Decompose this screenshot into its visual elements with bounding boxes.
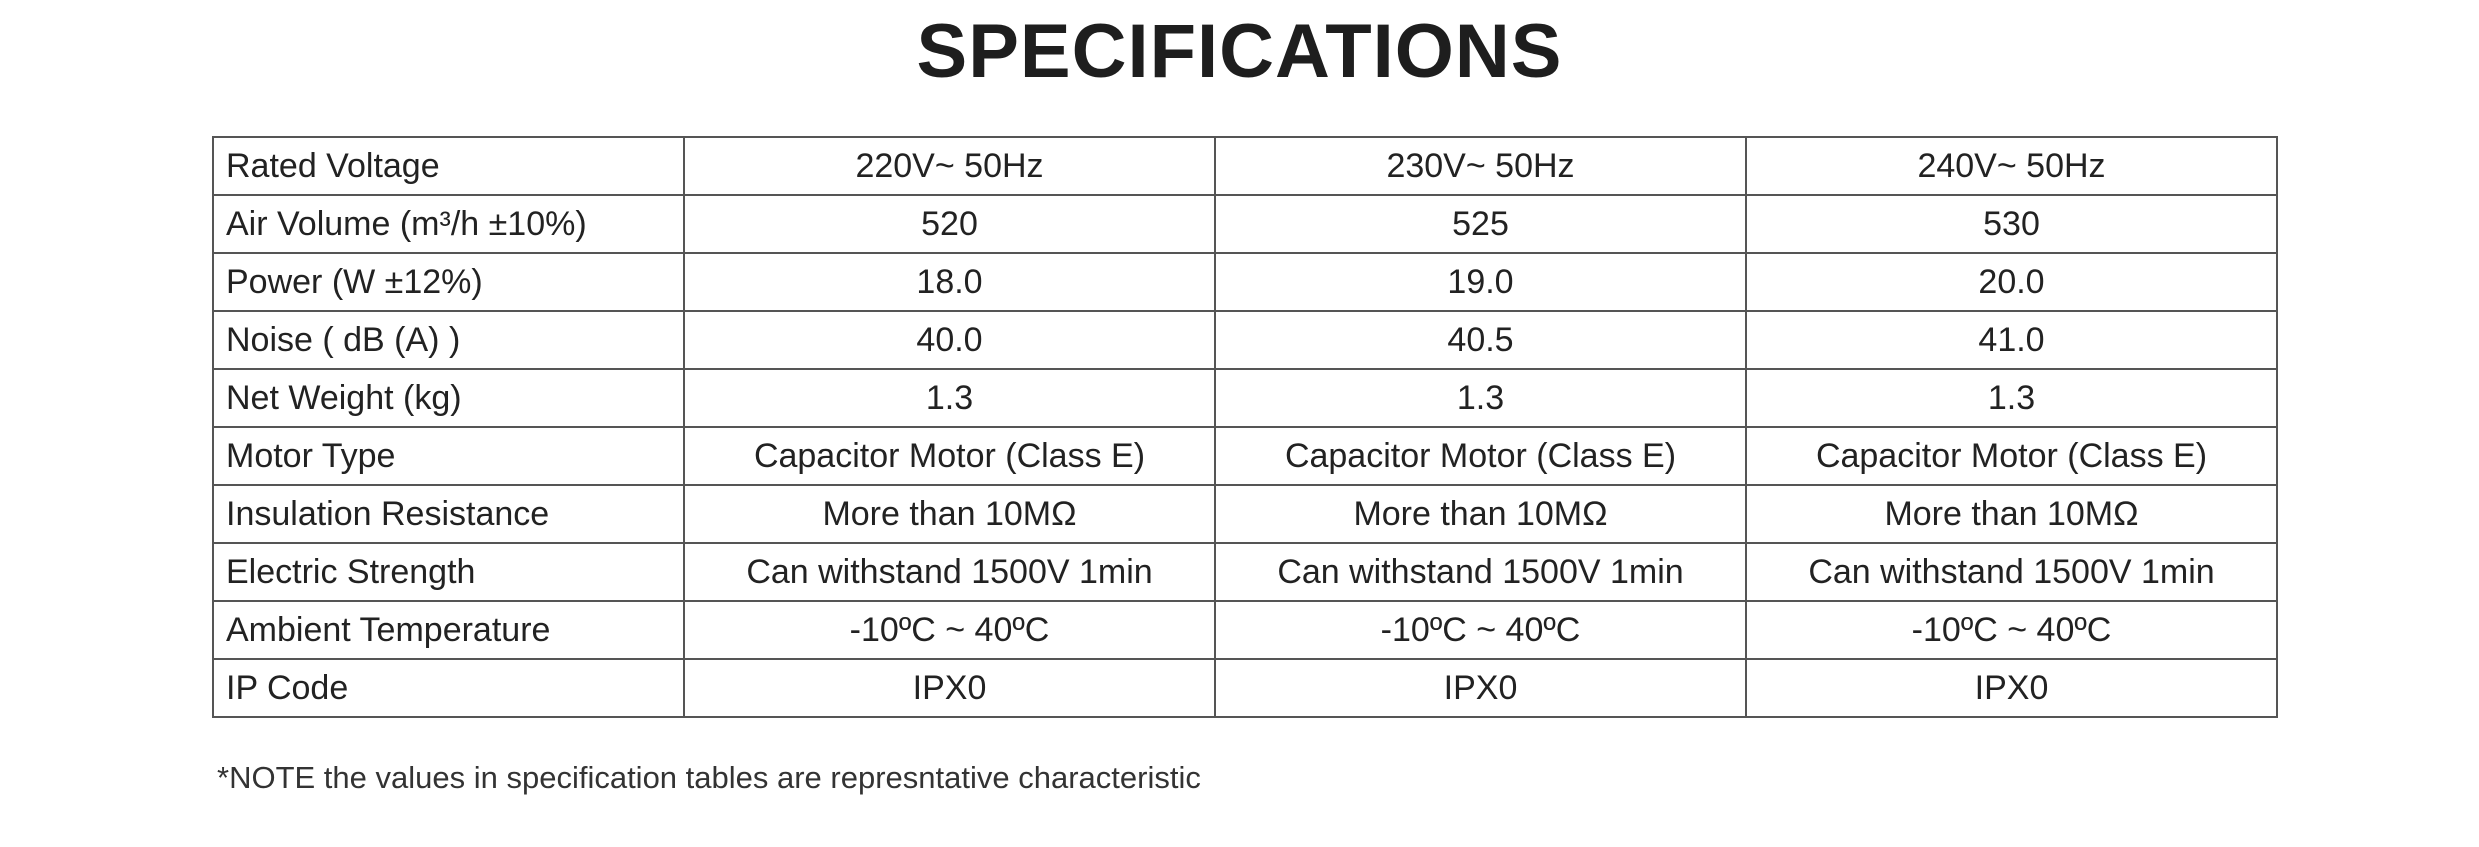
cell: -10ºC ~ 40ºC (1745, 600, 2278, 660)
cell: 41.0 (1745, 310, 2278, 370)
title: SPECIFICATIONS (916, 9, 1563, 94)
cell: Capacitor Motor (Class E) (1214, 426, 1747, 486)
row-label: Ambient Temperature (212, 600, 685, 660)
cell: 240V~ 50Hz (1745, 136, 2278, 196)
cell: Can withstand 1500V 1min (1214, 542, 1747, 602)
cell: 1.3 (1214, 368, 1747, 428)
cell: More than 10MΩ (683, 484, 1216, 544)
cell: Capacitor Motor (Class E) (1745, 426, 2278, 486)
table-row: Net Weight (kg) 1.3 1.3 1.3 (212, 368, 2278, 428)
table-row: Ambient Temperature -10ºC ~ 40ºC -10ºC ~ 4… (212, 600, 2278, 660)
note: *NOTE the values in specification tables… (217, 760, 1201, 795)
row-label: Power (W ±12%) (212, 252, 685, 312)
table-row: IP Code IPX0 IPX0 IPX0 (212, 658, 2278, 718)
cell: 19.0 (1214, 252, 1747, 312)
cell: IPX0 (1745, 658, 2278, 718)
cell: 1.3 (1745, 368, 2278, 428)
table-row: Air Volume (m³/h ±10%) 520 525 530 (212, 194, 2278, 254)
table-row: Power (W ±12%) 18.0 19.0 20.0 (212, 252, 2278, 312)
table-row: Rated Voltage 220V~ 50Hz 230V~ 50Hz 240V~ 5… (212, 136, 2278, 196)
cell: -10ºC ~ 40ºC (1214, 600, 1747, 660)
cell: 520 (683, 194, 1216, 254)
cell: Can withstand 1500V 1min (1745, 542, 2278, 602)
cell: More than 10MΩ (1745, 484, 2278, 544)
row-label: Electric Strength (212, 542, 685, 602)
cell: 40.5 (1214, 310, 1747, 370)
cell: 40.0 (683, 310, 1216, 370)
cell: More than 10MΩ (1214, 484, 1747, 544)
cell: 525 (1214, 194, 1747, 254)
cell: 220V~ 50Hz (683, 136, 1216, 196)
cell: 18.0 (683, 252, 1216, 312)
cell: Can withstand 1500V 1min (683, 542, 1216, 602)
spec-table: Rated Voltage 220V~ 50Hz 230V~ 50Hz 240V~ 5… (212, 136, 2278, 718)
row-label: Motor Type (212, 426, 685, 486)
row-label: IP Code (212, 658, 685, 718)
cell: IPX0 (1214, 658, 1747, 718)
cell: 530 (1745, 194, 2278, 254)
table-row: Insulation Resistance More than 10MΩ More … (212, 484, 2278, 544)
cell: 20.0 (1745, 252, 2278, 312)
row-label: Net Weight (kg) (212, 368, 685, 428)
row-label: Rated Voltage (212, 136, 685, 196)
table-row: Electric Strength Can withstand 1500V 1mi… (212, 542, 2278, 602)
cell: IPX0 (683, 658, 1216, 718)
cell: 230V~ 50Hz (1214, 136, 1747, 196)
table-row: Motor Type Capacitor Motor (Class E) Capac… (212, 426, 2278, 486)
cell: -10ºC ~ 40ºC (683, 600, 1216, 660)
cell: Capacitor Motor (Class E) (683, 426, 1216, 486)
row-label: Insulation Resistance (212, 484, 685, 544)
row-label: Noise ( dB (A) ) (212, 310, 685, 370)
table-row: Noise ( dB (A) ) 40.0 40.5 41.0 (212, 310, 2278, 370)
row-label: Air Volume (m³/h ±10%) (212, 194, 685, 254)
cell: 1.3 (683, 368, 1216, 428)
